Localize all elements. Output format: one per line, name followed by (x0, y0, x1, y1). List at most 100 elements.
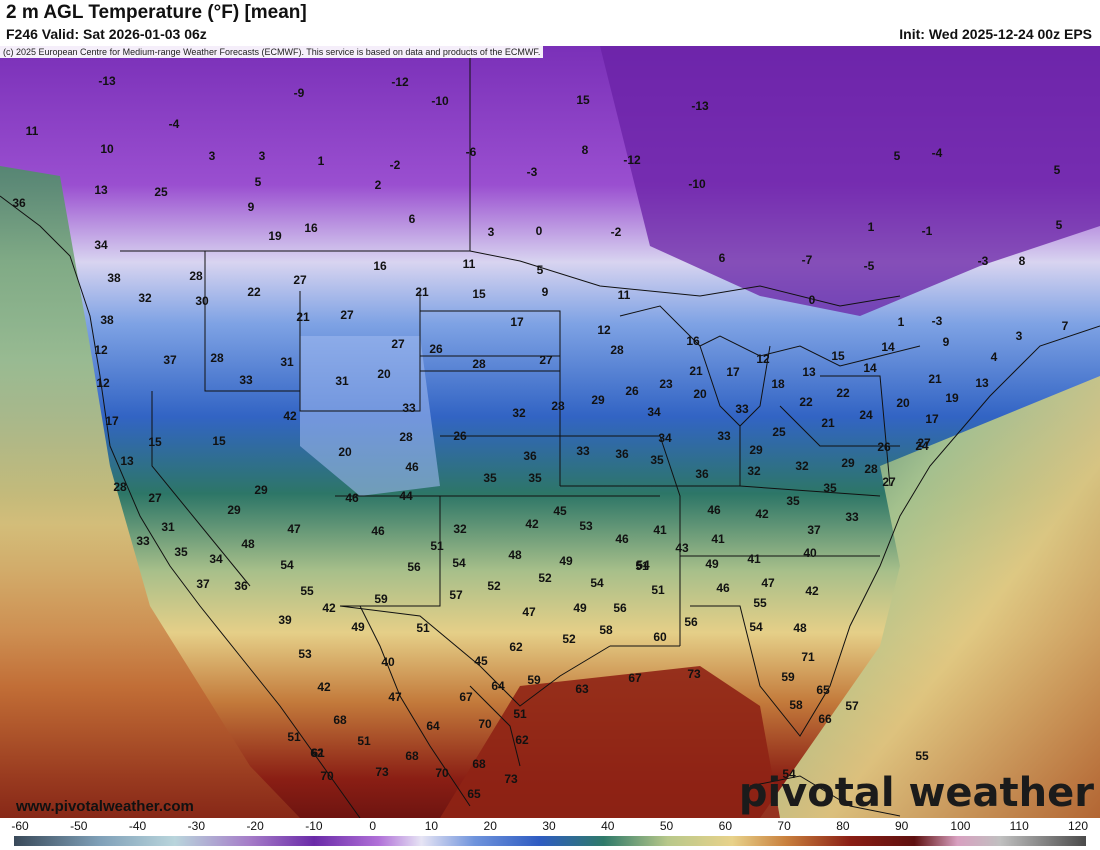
temperature-label: 38 (100, 313, 114, 327)
temperature-label: 35 (786, 494, 800, 508)
temperature-label: 5 (893, 149, 901, 163)
temperature-label: 46 (615, 532, 629, 546)
temperature-label: 43 (675, 541, 689, 555)
temperature-label: 36 (12, 196, 26, 210)
temperature-label: 42 (755, 507, 769, 521)
temperature-label: 3 (487, 225, 495, 239)
temperature-label: -5 (863, 259, 875, 273)
temperature-label: 40 (803, 546, 817, 560)
temperature-label: 32 (512, 406, 526, 420)
temperature-label: 42 (322, 601, 336, 615)
temperature-label: 49 (705, 557, 719, 571)
temperature-label: 35 (174, 545, 188, 559)
temperature-label: 45 (553, 504, 567, 518)
temperature-label: 16 (686, 334, 700, 348)
temperature-label: -9 (293, 86, 305, 100)
temperature-label: 46 (405, 460, 419, 474)
temperature-label: 33 (845, 510, 859, 524)
temperature-label: 65 (467, 787, 481, 801)
temperature-label: -3 (526, 165, 538, 179)
temperature-label: 17 (510, 315, 524, 329)
temperature-label: -12 (391, 75, 409, 89)
temperature-label: 34 (647, 405, 661, 419)
temperature-label: -6 (465, 145, 477, 159)
temperature-label: 68 (472, 757, 486, 771)
temperature-label: 20 (896, 396, 910, 410)
temperature-label: 57 (449, 588, 463, 602)
temperature-label: 30 (195, 294, 209, 308)
temperature-label: -2 (610, 225, 622, 239)
temperature-label: 25 (772, 425, 786, 439)
temperature-label: 6 (718, 251, 726, 265)
temperature-label: 29 (591, 393, 605, 407)
temperature-label: 33 (576, 444, 590, 458)
temperature-label: 13 (94, 183, 108, 197)
temperature-label: 64 (426, 719, 440, 733)
temperature-label: 55 (753, 596, 767, 610)
colorbar-tick-label: 40 (601, 819, 615, 833)
temperature-label: 17 (726, 365, 740, 379)
temperature-label: 44 (399, 489, 413, 503)
temperature-label: 68 (405, 749, 419, 763)
colorbar-tick-label: 20 (483, 819, 497, 833)
init-time: Init: Wed 2025-12-24 00z EPS (899, 26, 1092, 42)
temperature-label: 62 (310, 746, 324, 760)
colorbar-tick-label: -50 (70, 819, 88, 833)
temperature-label: 39 (278, 613, 292, 627)
temperature-label: 53 (298, 647, 312, 661)
temperature-label: 51 (651, 583, 665, 597)
temperature-label: 19 (268, 229, 282, 243)
temperature-label: 41 (653, 523, 667, 537)
temperature-label: 54 (280, 558, 294, 572)
temperature-label: 48 (793, 621, 807, 635)
temperature-label: 73 (375, 765, 389, 779)
temperature-label: 64 (491, 679, 505, 693)
temperature-label: 20 (377, 367, 391, 381)
temperature-label: -2 (389, 158, 401, 172)
temperature-map[interactable]: -13 -9 -12 -10 15 -13 11 -4 10 3 3 1 -2 -6 8 -12 5 -4 5 13 5… (0, 46, 1100, 818)
temperature-label: 33 (402, 401, 416, 415)
temperature-label: -13 (691, 99, 709, 113)
temperature-label: 13 (802, 365, 816, 379)
temperature-label: 28 (551, 399, 565, 413)
website-text[interactable]: www.pivotalweather.com (16, 798, 194, 815)
temperature-label: 21 (928, 372, 942, 386)
temperature-label: -4 (168, 117, 180, 131)
temperature-label: 33 (239, 373, 253, 387)
temperature-label: 67 (459, 690, 473, 704)
colorbar-tick-label: 70 (777, 819, 791, 833)
temperature-label: 15 (212, 434, 226, 448)
temperature-label: 14 (863, 361, 877, 375)
temperature-label: 1 (897, 315, 905, 329)
temperature-label: 51 (416, 621, 430, 635)
temperature-label: 35 (528, 471, 542, 485)
map-svg (0, 46, 1100, 818)
temperature-label: 51 (287, 730, 301, 744)
temperature-label: 27 (882, 475, 896, 489)
temperature-label: 9 (541, 285, 549, 299)
valid-time: F246 Valid: Sat 2026-01-03 06z (6, 26, 207, 42)
temperature-label: 22 (247, 285, 261, 299)
temperature-label: 31 (335, 374, 349, 388)
temperature-label: 51 (513, 707, 527, 721)
colorbar-tick-label: 0 (369, 819, 376, 833)
temperature-label: 70 (478, 717, 492, 731)
temperature-label: 66 (818, 712, 832, 726)
temperature-label: 45 (474, 654, 488, 668)
temperature-label: 26 (453, 429, 467, 443)
temperature-label: 32 (747, 464, 761, 478)
temperature-label: 27 (391, 337, 405, 351)
temperature-label: 47 (761, 576, 775, 590)
temperature-label: 33 (717, 429, 731, 443)
temperature-label: 11 (617, 288, 631, 302)
temperature-label: 32 (795, 459, 809, 473)
temperature-label: 63 (575, 682, 589, 696)
temperature-label: 18 (771, 377, 785, 391)
temperature-label: 28 (472, 357, 486, 371)
temperature-label: 41 (711, 532, 725, 546)
temperature-label: 57 (845, 699, 859, 713)
temperature-label: 59 (527, 673, 541, 687)
temperature-label: 29 (749, 443, 763, 457)
temperature-label: 60 (653, 630, 667, 644)
temperature-label: 3 (258, 149, 266, 163)
